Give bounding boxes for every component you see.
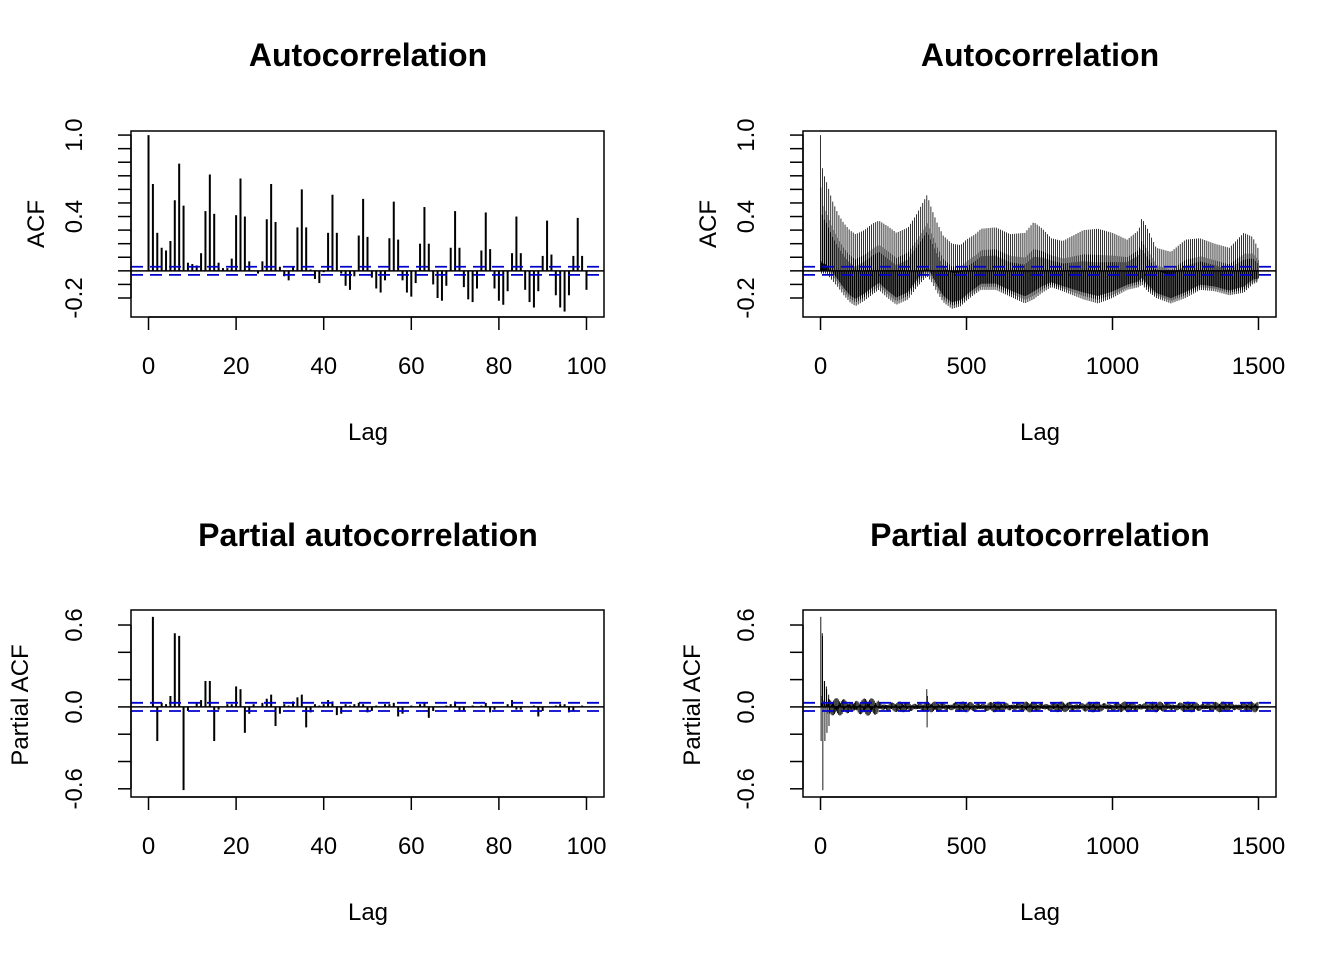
chart-title: Partial autocorrelation xyxy=(198,517,538,553)
x-tick-label: 100 xyxy=(566,353,606,380)
chart-title: Autocorrelation xyxy=(921,37,1159,73)
x-tick-label: 1500 xyxy=(1232,833,1285,860)
x-tick-label: 500 xyxy=(946,353,986,380)
y-tick-label: 0.6 xyxy=(733,608,760,641)
x-axis-label: Lag xyxy=(348,419,388,446)
bars xyxy=(147,135,588,312)
x-tick-label: 1500 xyxy=(1232,353,1285,380)
x-tick-label: 0 xyxy=(142,833,155,860)
y-tick-label: -0.2 xyxy=(733,277,760,318)
y-axis: -0.2 0.4 1.0 xyxy=(733,118,804,319)
plot-area: 0 20 40 60 80 100 -0.2 0.4 1.0 xyxy=(61,118,607,380)
plot-area: 0 500 1000 1500 -0.2 0.4 1.0 xyxy=(733,118,1285,380)
plot-area: 0 20 40 60 80 100 -0.6 0.0 0.6 xyxy=(61,608,607,860)
x-tick-label: 0 xyxy=(814,353,827,380)
chart-title: Partial autocorrelation xyxy=(870,517,1210,553)
x-axis-label: Lag xyxy=(1020,419,1060,446)
plot-area: 0 500 1000 1500 -0.6 0.0 0.6 xyxy=(733,608,1285,860)
panel-acf-short: Autocorrelation Lag ACF 0 20 40 60 80 100 -0.2… xyxy=(23,37,607,446)
panel-pacf-short: Partial autocorrelation Lag Partial ACF … xyxy=(7,517,607,926)
x-axis-label: Lag xyxy=(1020,899,1060,926)
x-tick-label: 20 xyxy=(223,833,250,860)
y-axis-label: Partial ACF xyxy=(7,644,34,765)
x-axis-label: Lag xyxy=(348,899,388,926)
y-tick-label: 1.0 xyxy=(61,118,88,151)
y-tick-label: 0.4 xyxy=(733,200,760,233)
x-tick-label: 500 xyxy=(946,833,986,860)
y-tick-label: 0.0 xyxy=(733,690,760,723)
y-axis: -0.6 0.0 0.6 xyxy=(61,608,132,809)
x-tick-label: 80 xyxy=(486,353,513,380)
x-tick-label: 60 xyxy=(398,833,425,860)
x-tick-label: 60 xyxy=(398,353,425,380)
x-tick-label: 40 xyxy=(310,353,337,380)
x-axis: 0 20 40 60 80 100 xyxy=(142,316,607,380)
y-tick-label: -0.6 xyxy=(61,768,88,809)
panel-acf-long: Autocorrelation Lag ACF 0 500 1000 1500 -0.2… xyxy=(695,37,1285,446)
y-axis-label: ACF xyxy=(23,200,50,248)
x-tick-label: 40 xyxy=(310,833,337,860)
x-tick-label: 0 xyxy=(814,833,827,860)
y-axis-label: ACF xyxy=(695,200,722,248)
y-tick-label: 1.0 xyxy=(733,118,760,151)
panel-pacf-long: Partial autocorrelation Lag Partial ACF … xyxy=(679,517,1285,926)
y-axis: -0.6 0.0 0.6 xyxy=(733,608,804,809)
x-tick-label: 100 xyxy=(566,833,606,860)
x-axis: 0 500 1000 1500 xyxy=(814,796,1285,860)
x-tick-label: 0 xyxy=(142,353,155,380)
x-tick-label: 80 xyxy=(486,833,513,860)
x-axis: 0 20 40 60 80 100 xyxy=(142,796,607,860)
y-tick-label: 0.4 xyxy=(61,200,88,233)
x-tick-label: 1000 xyxy=(1086,833,1139,860)
y-tick-label: 0.6 xyxy=(61,608,88,641)
x-tick-label: 1000 xyxy=(1086,353,1139,380)
y-axis: -0.2 0.4 1.0 xyxy=(61,118,132,319)
y-tick-label: -0.2 xyxy=(61,277,88,318)
y-axis-label: Partial ACF xyxy=(679,644,706,765)
x-axis: 0 500 1000 1500 xyxy=(814,316,1285,380)
x-tick-label: 20 xyxy=(223,353,250,380)
y-tick-label: 0.0 xyxy=(61,690,88,723)
chart-title: Autocorrelation xyxy=(249,37,487,73)
y-tick-label: -0.6 xyxy=(733,768,760,809)
